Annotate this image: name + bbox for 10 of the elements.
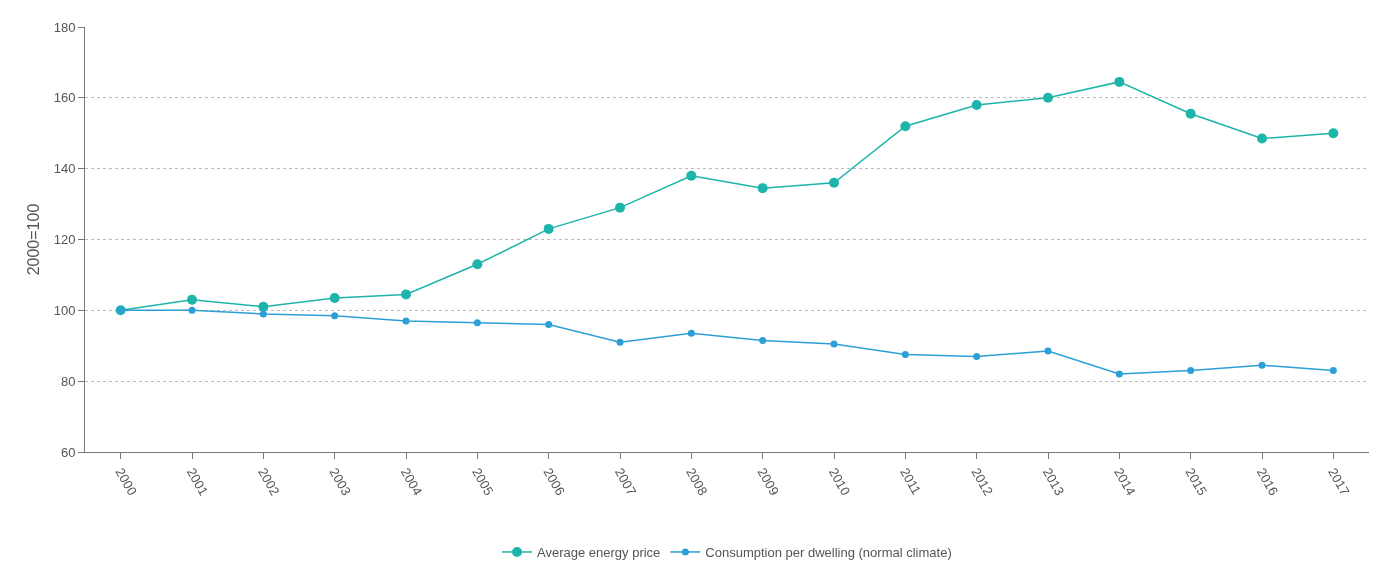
legend-label: Consumption per dwelling (normal climate) [705, 545, 952, 561]
y-tick-label: 140 [53, 161, 76, 177]
y-tick-label: 60 [60, 444, 76, 460]
y-tick-label: 160 [53, 90, 76, 106]
y-tick-label: 120 [53, 232, 76, 248]
y-tick-label: 180 [53, 19, 76, 35]
y-tick-label: 100 [53, 302, 76, 318]
legend-label: Average energy price [537, 545, 661, 561]
y-tick-label: 80 [60, 373, 76, 389]
y-axis-title: 2000=100 [24, 203, 42, 276]
